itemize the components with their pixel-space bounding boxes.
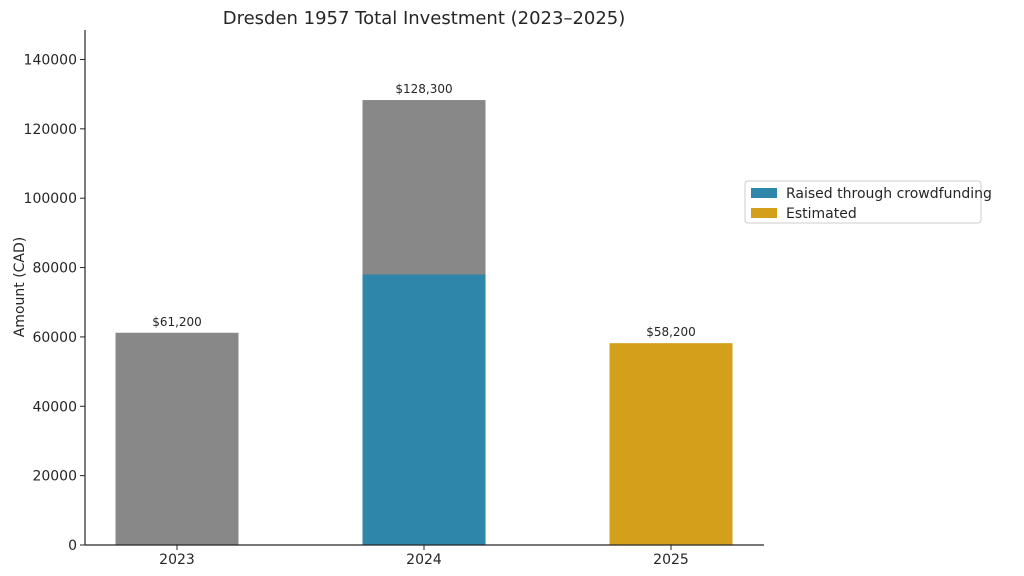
chart-title: Dresden 1957 Total Investment (2023–2025… xyxy=(223,8,626,29)
bar-2024-crowdfunding xyxy=(362,274,486,545)
legend-swatch-0 xyxy=(751,188,777,198)
bars-group: $61,200 $128,300 $58,200 xyxy=(115,82,733,545)
y-tick-label-40000: 40000 xyxy=(32,399,77,415)
y-tick-label-60000: 60000 xyxy=(32,330,77,346)
data-label-2025: $58,200 xyxy=(646,325,696,339)
legend-label-1: Estimated xyxy=(786,206,857,222)
y-tick-label-80000: 80000 xyxy=(32,261,77,277)
bar-2023-base xyxy=(115,332,239,545)
legend-swatch-1 xyxy=(751,208,777,218)
axes-group: 0 20000 40000 60000 80000 100000 120000 140000 2… xyxy=(24,30,764,568)
y-tick-label-120000: 120000 xyxy=(24,122,77,138)
y-tick-label-140000: 140000 xyxy=(24,52,77,68)
bar-2024-crowdfunding_other xyxy=(362,100,486,275)
y-tick-label-20000: 20000 xyxy=(32,469,77,485)
x-tick-label-2024: 2024 xyxy=(406,552,442,568)
y-tick-label-100000: 100000 xyxy=(24,191,77,207)
y-axis-label: Amount (CAD) xyxy=(12,237,28,338)
data-label-2023: $61,200 xyxy=(152,315,202,329)
y-tick-label-0: 0 xyxy=(68,538,77,554)
legend-frame xyxy=(744,180,982,224)
x-tick-label-2025: 2025 xyxy=(653,552,689,568)
data-label-2024: $128,300 xyxy=(395,82,452,96)
legend-label-0: Raised through crowdfunding xyxy=(786,186,992,202)
legend: Raised through crowdfunding Estimated xyxy=(744,180,992,224)
x-tick-label-2023: 2023 xyxy=(159,552,195,568)
bar-2025-estimated xyxy=(609,343,733,545)
